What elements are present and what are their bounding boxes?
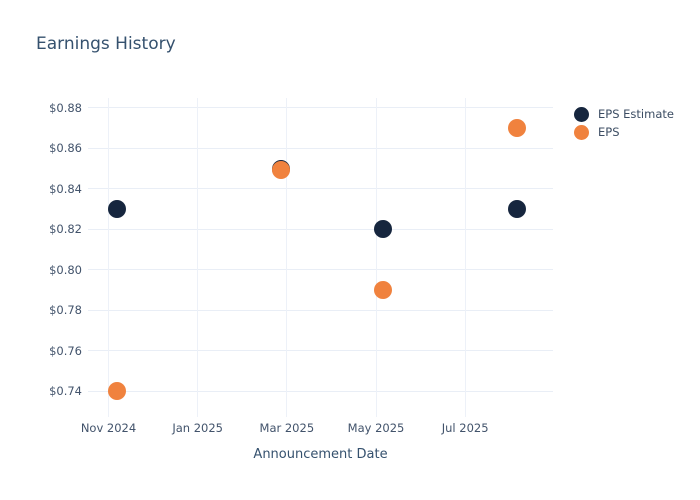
- legend-label: EPS: [598, 125, 620, 139]
- y-gridline: [88, 188, 553, 190]
- y-gridline: [88, 309, 553, 311]
- x-tick-label: Jul 2025: [441, 421, 489, 435]
- y-gridline: [88, 228, 553, 230]
- data-point-eps[interactable]: [107, 382, 126, 401]
- y-gridline: [88, 269, 553, 271]
- x-tick-label: Jan 2025: [172, 421, 223, 435]
- data-point-eps[interactable]: [272, 160, 291, 179]
- legend-item-eps[interactable]: EPS: [574, 123, 674, 141]
- chart-title: Earnings History: [36, 34, 176, 54]
- x-axis-title: Announcement Date: [253, 447, 388, 462]
- y-gridline: [88, 350, 553, 352]
- x-gridline: [197, 98, 199, 417]
- y-tick-label: $0.76: [49, 343, 82, 358]
- x-tick-label: Mar 2025: [259, 421, 315, 435]
- y-tick-label: $0.86: [49, 141, 82, 156]
- y-gridline: [88, 107, 553, 109]
- y-tick-label: $0.88: [49, 100, 82, 115]
- y-tick-label: $0.74: [49, 384, 82, 399]
- y-tick-label: $0.78: [49, 303, 82, 318]
- x-tick-label: May 2025: [347, 421, 405, 435]
- y-tick-label: $0.82: [49, 222, 82, 237]
- data-point-eps-estimate[interactable]: [107, 200, 126, 219]
- x-gridline: [108, 98, 109, 417]
- data-point-eps[interactable]: [374, 281, 393, 300]
- eps-marker-icon: [574, 124, 589, 140]
- y-gridline: [88, 147, 553, 149]
- y-gridline: [88, 390, 553, 392]
- eps-estimate-marker-icon: [574, 106, 589, 122]
- data-point-eps-estimate[interactable]: [374, 220, 393, 239]
- legend: EPS Estimate EPS: [574, 105, 674, 141]
- legend-item-eps-estimate[interactable]: EPS Estimate: [574, 105, 674, 123]
- x-gridline: [375, 98, 377, 417]
- legend-label: EPS Estimate: [598, 107, 674, 121]
- data-point-eps-estimate[interactable]: [508, 200, 527, 219]
- y-tick-label: $0.80: [49, 262, 82, 277]
- x-gridline: [464, 98, 466, 417]
- x-tick-label: Nov 2024: [80, 421, 137, 435]
- plot-area: [88, 98, 553, 417]
- y-tick-label: $0.84: [49, 181, 82, 196]
- data-point-eps[interactable]: [508, 119, 527, 138]
- x-gridline: [286, 98, 288, 417]
